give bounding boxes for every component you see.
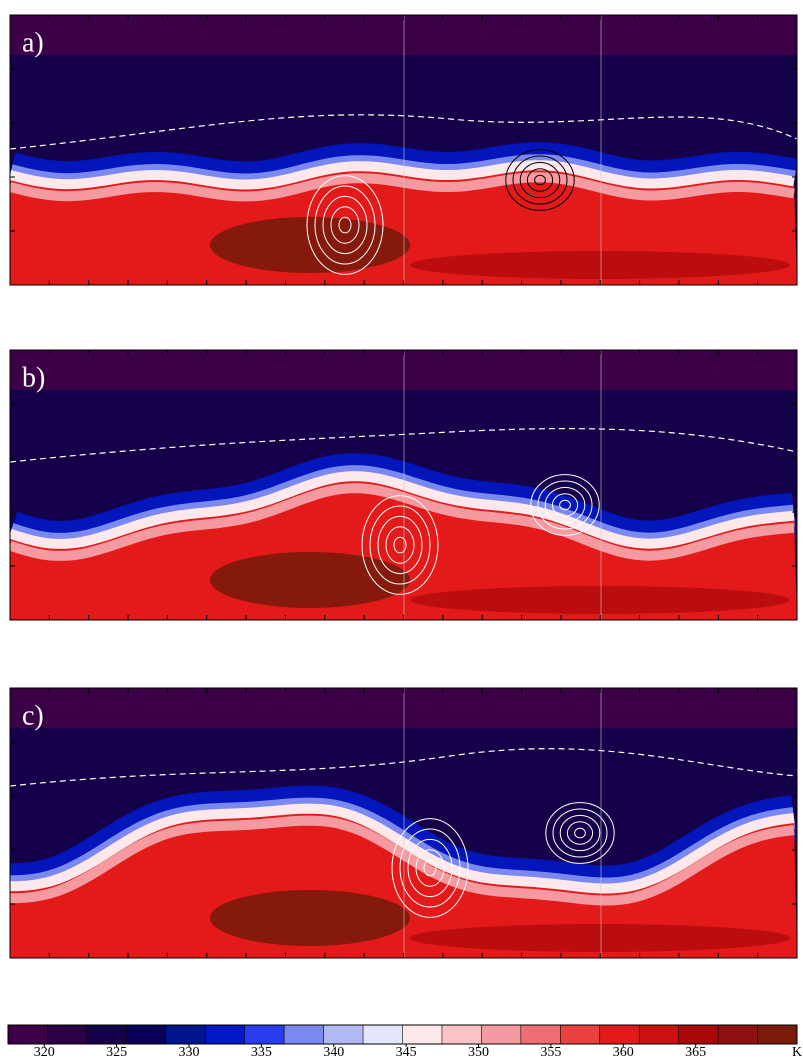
contour <box>559 499 571 511</box>
colorbar-tick-label: 335 <box>251 1045 272 1059</box>
colorbar-tick-label: 325 <box>106 1045 127 1059</box>
colorbar-tick-label: 330 <box>178 1045 199 1059</box>
contour <box>574 827 586 839</box>
contour <box>369 505 431 585</box>
contour <box>545 802 615 864</box>
contour <box>415 849 445 887</box>
red-region <box>10 808 797 958</box>
colorbar-segment <box>678 1025 719 1044</box>
colorbar-tick-label: 345 <box>396 1045 417 1059</box>
contour <box>559 814 601 852</box>
warm-core <box>410 924 790 952</box>
front-white <box>10 471 795 549</box>
colorbar-tick-label: 355 <box>540 1045 561 1059</box>
contour <box>322 195 368 255</box>
warm-core <box>210 890 410 946</box>
contour <box>361 495 439 595</box>
contour <box>393 536 407 554</box>
contour <box>537 480 593 530</box>
colorbar-segment <box>363 1025 403 1044</box>
dashed-contour <box>10 114 797 150</box>
colorbar-segment <box>560 1025 601 1044</box>
contour <box>399 828 461 908</box>
contour <box>534 174 546 186</box>
contour <box>407 838 453 898</box>
colorbar-segment <box>47 1025 88 1044</box>
contour <box>377 515 423 575</box>
contour <box>330 206 360 244</box>
colorbar-segment <box>126 1025 167 1044</box>
panel <box>10 688 797 958</box>
contour <box>314 185 376 265</box>
colorbar-segment <box>205 1025 245 1044</box>
colorbar-segment <box>402 1025 443 1044</box>
pink-band <box>10 483 795 561</box>
colorbar-unit: K <box>792 1045 802 1059</box>
contour <box>530 474 600 536</box>
field-top <box>10 688 797 728</box>
colorbar-tick-label: 320 <box>34 1045 55 1059</box>
contour <box>505 149 575 211</box>
colorbar-segment <box>244 1025 285 1044</box>
panel-label: a) <box>22 27 44 58</box>
colorbar-tick-label: 360 <box>613 1045 634 1059</box>
colorbar-segment <box>599 1025 640 1044</box>
colorbar-segment <box>481 1025 522 1044</box>
colorbar-tick-label: 365 <box>685 1045 706 1059</box>
dashed-contour <box>10 748 797 787</box>
contour <box>385 526 415 564</box>
colorbar-segment <box>520 1025 561 1044</box>
colorbar-segment <box>165 1025 206 1044</box>
colorbar-segment <box>639 1025 679 1044</box>
contour <box>552 808 608 858</box>
colorbar-tick-label: 350 <box>468 1045 489 1059</box>
contour <box>544 486 586 524</box>
contour <box>512 155 568 205</box>
warm-core <box>410 586 790 614</box>
field-top <box>10 350 797 390</box>
panel-label: c) <box>22 700 44 731</box>
contour <box>519 161 561 199</box>
colorbar-segment <box>323 1025 364 1044</box>
contour <box>526 168 554 192</box>
colorbar-segment <box>86 1025 127 1044</box>
panel-label: b) <box>22 362 45 393</box>
front-white <box>10 160 795 190</box>
contour <box>338 216 352 234</box>
panel <box>10 15 797 285</box>
colorbar-segment <box>441 1025 482 1044</box>
contour <box>551 493 579 517</box>
colorbar-segment <box>718 1025 758 1044</box>
colorbar-segment <box>8 1025 48 1044</box>
field-top <box>10 15 797 55</box>
red-region <box>10 476 797 620</box>
colorbar-segment <box>757 1025 798 1044</box>
dashed-contour <box>10 428 797 463</box>
contour <box>423 859 437 877</box>
panel <box>10 350 797 620</box>
warm-core <box>210 552 410 608</box>
contour <box>566 821 594 845</box>
front-white <box>10 803 795 894</box>
colorbar-tick-label: 340 <box>323 1045 344 1059</box>
colorbar-segment <box>284 1025 324 1044</box>
contour <box>306 175 384 275</box>
warm-core <box>410 251 790 279</box>
contour <box>391 818 469 918</box>
pink-band <box>10 172 795 202</box>
